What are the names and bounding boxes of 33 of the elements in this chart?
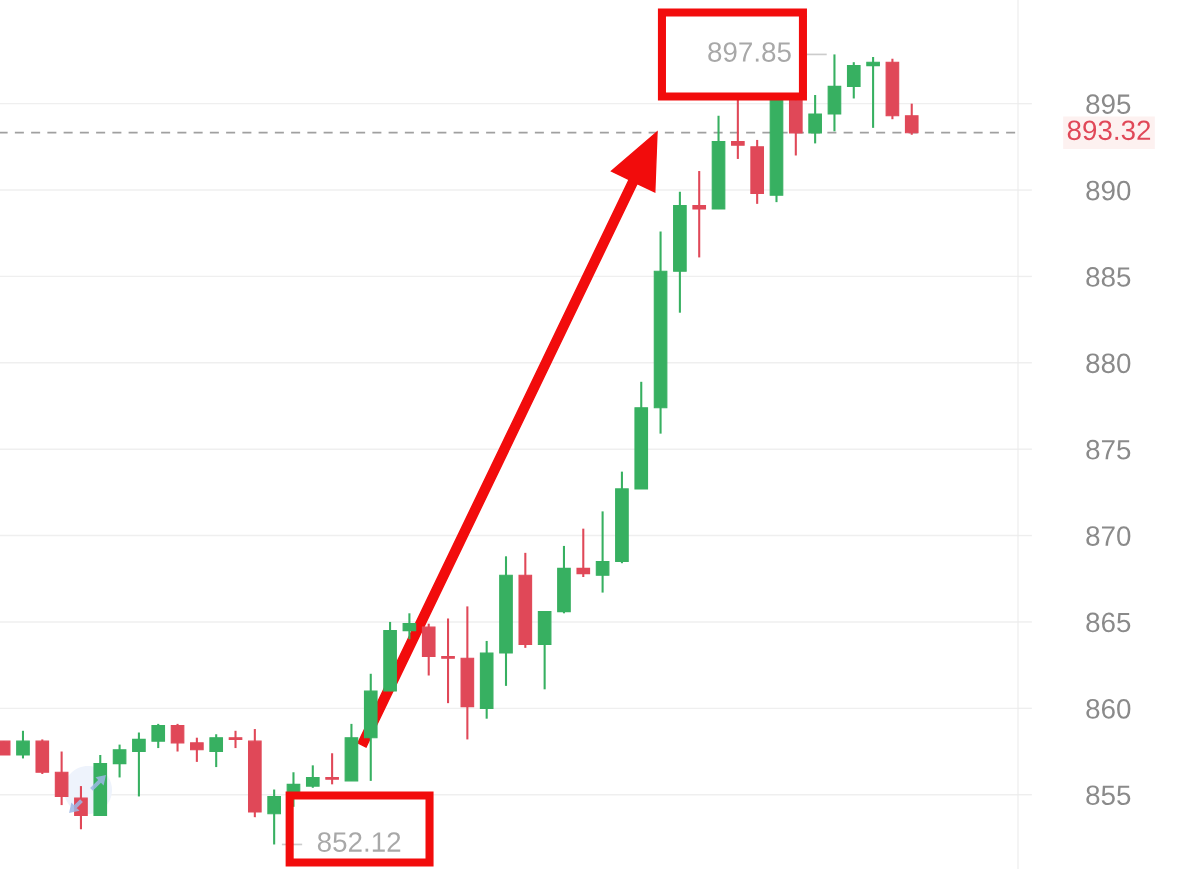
y-tick-label: 885 [1086, 267, 1131, 287]
candlestick [576, 527, 591, 579]
y-tick-label: 875 [1086, 439, 1131, 460]
annotation: 852.12 [317, 832, 401, 852]
y-tick-label: 860 [1086, 699, 1131, 719]
y-tick-label: 880 [1086, 353, 1131, 374]
y-tick-label: 865 [1086, 612, 1131, 633]
candlestick [441, 617, 455, 705]
candlestick [190, 736, 204, 763]
ref-line-label: 893.32 [1067, 120, 1151, 141]
annotation: 897.85 [708, 42, 791, 62]
candlestick [267, 788, 281, 846]
candlestick [731, 97, 745, 160]
candlestick [904, 102, 919, 136]
candlestick [132, 731, 146, 798]
candlestick [112, 743, 127, 779]
candlestick [305, 764, 320, 789]
candlestick [151, 722, 166, 750]
candlestick [866, 55, 880, 129]
candlestick [209, 733, 224, 769]
candlestick [325, 752, 339, 786]
y-tick-label: 890 [1086, 180, 1131, 201]
candlestick [846, 61, 861, 100]
y-tick-label: 895 [1086, 94, 1131, 114]
candlestick [595, 510, 610, 594]
y-tick-label: 870 [1086, 526, 1131, 546]
candlestick [170, 722, 185, 753]
candlestick [808, 93, 822, 145]
candlestick [16, 729, 30, 760]
y-tick-label: 855 [1086, 785, 1131, 806]
candlestick [228, 729, 243, 750]
candlestick [402, 612, 417, 641]
candlestick [692, 170, 707, 259]
